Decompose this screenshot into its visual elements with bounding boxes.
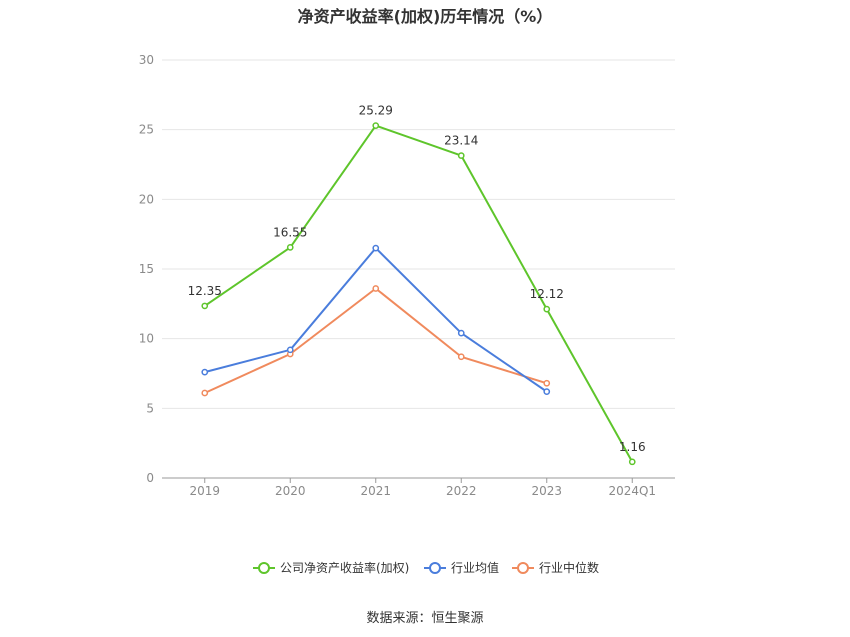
series-1-point[interactable]: [372, 244, 380, 252]
series-1-point[interactable]: [457, 329, 465, 337]
legend-marker-icon: [429, 562, 441, 574]
x-tick-label: 2021: [360, 484, 391, 498]
legend-marker-icon: [258, 562, 270, 574]
series-0-point[interactable]: [457, 152, 465, 159]
series-0-point[interactable]: [543, 305, 551, 313]
series-0-point[interactable]: [286, 244, 294, 251]
data-label: 12.12: [530, 287, 564, 301]
series-0-point[interactable]: [201, 302, 209, 310]
legend-item-2[interactable]: 行业中位数: [512, 560, 599, 575]
legend-label: 行业均值: [451, 560, 499, 575]
series-2-point[interactable]: [543, 379, 551, 387]
data-source-note: 数据来源：恒生聚源: [366, 611, 484, 626]
data-label: 1.16: [619, 440, 646, 454]
y-tick-label: 10: [139, 332, 154, 346]
legend-item-1[interactable]: 行业均值: [424, 560, 499, 575]
y-tick-label: 0: [146, 471, 154, 485]
series-2-point[interactable]: [457, 353, 465, 361]
y-tick-label: 5: [146, 401, 154, 415]
series-0-line: [204, 124, 634, 463]
series-2-point[interactable]: [372, 285, 380, 292]
series-1-point[interactable]: [286, 346, 294, 354]
grid: [162, 59, 675, 409]
chart-title: 净资产收益率(加权)历年情况（%）: [297, 7, 553, 26]
axes: 0 5 10 15 20 25 30 2019 2020 2021 2022 2023 2024Q1: [139, 53, 675, 498]
y-tick-label: 25: [139, 123, 154, 137]
data-labels: 12.35 16.55 25.29 23.14 12.12 1.16: [188, 104, 646, 454]
y-tick-label: 30: [139, 53, 154, 67]
data-label: 25.29: [359, 104, 393, 118]
y-tick-label: 20: [139, 192, 154, 206]
x-tick-label: 2019: [189, 484, 220, 498]
series-2-point[interactable]: [201, 389, 209, 397]
x-tick-label: 2022: [446, 484, 477, 498]
legend-marker-icon: [517, 562, 529, 574]
x-tick-label: 2020: [275, 484, 306, 498]
legend-label: 行业中位数: [539, 560, 599, 575]
legend-item-0[interactable]: 公司净资产收益率(加权): [253, 560, 409, 575]
series-0-point[interactable]: [628, 458, 636, 466]
series-1-point[interactable]: [543, 388, 551, 395]
series-1-point[interactable]: [201, 368, 209, 376]
series-2-line: [204, 287, 548, 394]
x-tick-label: 2023: [531, 484, 562, 498]
y-tick-label: 15: [139, 262, 154, 276]
data-label: 12.35: [188, 284, 222, 298]
legend[interactable]: 公司净资产收益率(加权) 行业均值 行业中位数: [253, 560, 599, 575]
x-tick-label: 2024Q1: [608, 484, 656, 498]
series: [201, 122, 636, 466]
data-label: 16.55: [273, 225, 307, 239]
data-label: 23.14: [444, 134, 478, 148]
series-0-point[interactable]: [372, 122, 380, 129]
legend-label: 公司净资产收益率(加权): [280, 560, 409, 575]
